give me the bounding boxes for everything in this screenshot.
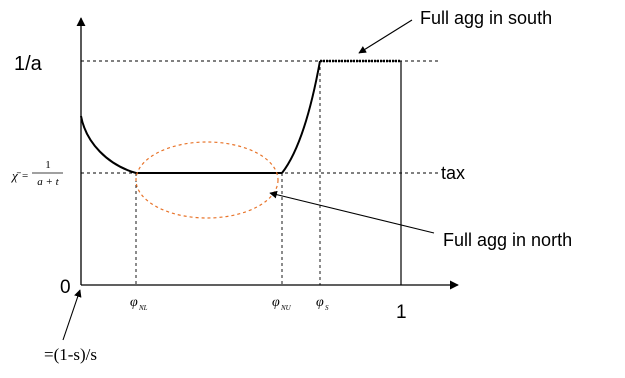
label-full-agg-south: Full agg in south [420,8,552,28]
label-chi-equals: = [22,170,28,182]
label-phi-s: φ [316,295,324,310]
label-chi-bar: χ̄ [10,168,22,183]
label-fraction-denominator: a + t [37,176,59,188]
label-origin-zero: 0 [60,277,71,298]
curve-rising [281,60,321,174]
label-phi-s-sub: S [325,304,329,312]
label-origin-note: =(1-s)/s [44,345,97,364]
arrow-full-agg-north [269,190,435,234]
label-phi-nl: φ [130,295,138,310]
arrow-origin-note [62,289,82,341]
label-phi-nu: φ [272,295,280,310]
label-full-agg-north: Full agg in north [443,230,572,250]
curve-left-decreasing [80,115,137,174]
label-tax: tax [441,163,465,183]
label-one-over-a: 1/a [14,53,43,75]
label-fraction-numerator: 1 [45,159,51,171]
label-phi-nl-sub: NL [138,304,148,312]
arrow-full-agg-south [358,19,413,54]
label-phi-nu-sub: NU [280,304,292,312]
north-region-ellipse [135,141,279,219]
label-x-one: 1 [396,302,407,323]
